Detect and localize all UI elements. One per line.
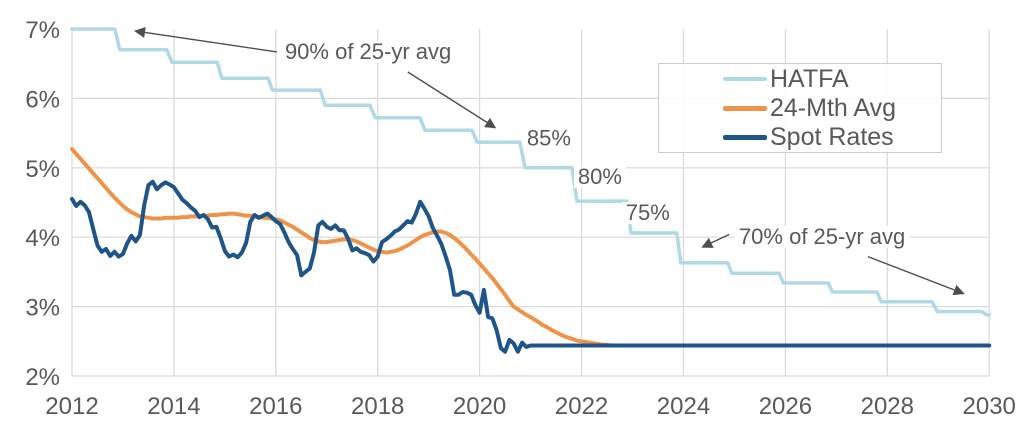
x-tick-label: 2026 [759, 393, 812, 420]
y-tick-label: 2% [25, 364, 60, 391]
annotation-label: 80% [578, 164, 622, 189]
legend: HATFA 24-Mth Avg Spot Rates [658, 63, 942, 153]
series-line-hatfa [70, 27, 991, 317]
x-tick-label: 2028 [861, 393, 914, 420]
annotations: 90% of 25-yr avg 85% 80%75% 70% of 25-yr av… [134, 27, 965, 296]
y-tick-label: 5% [25, 156, 60, 183]
annotation-label: 75% [626, 200, 670, 225]
x-tick-label: 2012 [45, 393, 98, 420]
annotation-label: 90% of 25-yr avg [285, 39, 451, 64]
x-tick-label: 2014 [147, 393, 200, 420]
x-tick-label: 2022 [555, 393, 608, 420]
annotation-label: 70% of 25-yr avg [739, 224, 905, 249]
legend-item-hatfa: HATFA [723, 65, 941, 94]
annotation-label-bg [522, 127, 575, 150]
x-tick-label: 2016 [249, 393, 302, 420]
x-tick-label: 2020 [453, 393, 506, 420]
x-tick-label: 2024 [657, 393, 710, 420]
x-tick-label: 2030 [963, 393, 1016, 420]
series-line-avg24 [70, 147, 992, 348]
annotation-arrow [407, 71, 497, 129]
y-tick-label: 4% [25, 225, 60, 252]
annotation-label-bg [734, 225, 910, 248]
legend-swatch-spot-rates [723, 134, 767, 140]
annotation-label-bg [280, 41, 456, 64]
y-axis-labels: 7% 6% 5% 4% 3% 2% [25, 17, 60, 391]
annotation-arrow [134, 27, 277, 53]
legend-item-spot-rates: Spot Rates [723, 123, 941, 152]
series-line-spot [70, 179, 992, 354]
annotation-label-bg [621, 202, 674, 225]
annotation-arrow [701, 233, 730, 248]
legend-swatch-24mth-avg [723, 105, 767, 111]
y-tick-label: 6% [25, 86, 60, 113]
x-axis-labels: 2012 2014 2016 2018 2020 2022 2024 2026 2028 2030 [45, 393, 1016, 420]
legend-label-24mth-avg: 24-Mth Avg [770, 94, 897, 122]
legend-swatch-hatfa [723, 76, 767, 82]
legend-label-hatfa: HATFA [770, 65, 849, 93]
annotation-label: 85% [527, 125, 571, 150]
annotation-label-bg [573, 166, 626, 189]
series-lines [70, 27, 992, 354]
annotation-arrow [867, 255, 965, 296]
y-tick-label: 7% [25, 17, 60, 44]
legend-label-spot-rates: Spot Rates [770, 123, 894, 151]
x-tick-label: 2018 [351, 393, 404, 420]
y-tick-label: 3% [25, 295, 60, 322]
legend-item-24mth-avg: 24-Mth Avg [723, 94, 941, 123]
